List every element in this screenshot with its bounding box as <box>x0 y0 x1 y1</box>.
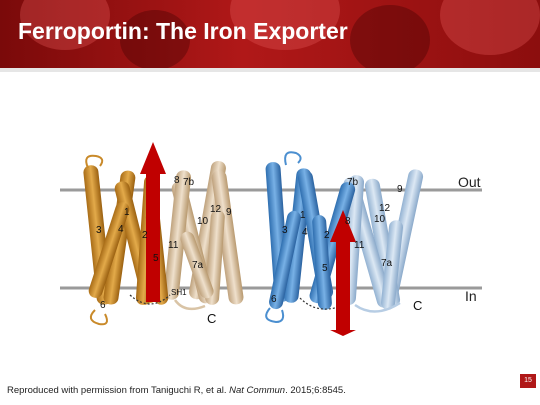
ferroportin-structure-diagram: 1 2 3 4 5 6 7b 8 9 10 11 12 7a SH1 C <box>60 142 482 336</box>
title-banner: Ferroportin: The Iron Exporter <box>0 0 540 68</box>
inward-arrow-down <box>330 210 356 336</box>
right-helix-label: 5 <box>322 263 328 274</box>
right-helix-label: 1 <box>300 210 306 221</box>
outward-arrow-up <box>140 142 166 302</box>
left-helix-label: 1 <box>124 207 130 218</box>
right-c-terminus-label: C <box>413 298 422 313</box>
left-helix-label: 6 <box>100 300 106 311</box>
right-helix-label: 6 <box>271 294 277 305</box>
left-helix-label: 2 <box>142 230 148 241</box>
left-helix-label: 4 <box>118 224 124 235</box>
slide-title: Ferroportin: The Iron Exporter <box>18 18 348 44</box>
left-helix-label: 12 <box>210 204 222 215</box>
left-helix-label: 7b <box>183 177 195 188</box>
right-helix-label: 12 <box>379 203 391 214</box>
left-helix-label: 9 <box>226 207 232 218</box>
right-helix-label: 9 <box>397 184 403 195</box>
right-helix-label: 2 <box>324 230 330 241</box>
left-c-terminus-label: C <box>207 311 216 326</box>
left-structure: 1 2 3 4 5 6 7b 8 9 10 11 12 7a SH1 C <box>83 142 244 326</box>
right-structure: 1 2 3 4 5 6 7b 8 9 10 11 12 7a C <box>265 151 424 336</box>
right-helix-label: 4 <box>302 227 308 238</box>
left-helix-label: 8 <box>174 175 180 186</box>
left-helix-label: 11 <box>168 240 179 251</box>
right-helix-label: 11 <box>354 240 365 251</box>
left-helix-label: 3 <box>96 225 102 236</box>
right-helix-label: 3 <box>282 225 288 236</box>
left-helix-label: 7a <box>192 260 204 271</box>
image-credit: Reproduced with permission from Taniguch… <box>7 385 346 396</box>
membrane-in-label: In <box>465 288 477 304</box>
right-helix-label: 7a <box>381 258 393 269</box>
right-helix-label: 7b <box>347 177 359 188</box>
left-helix-label: 10 <box>197 216 209 227</box>
membrane-out-label: Out <box>458 174 481 190</box>
right-helix-label: 8 <box>345 216 351 227</box>
left-helix-label: 5 <box>153 253 159 264</box>
right-helix-label: 10 <box>374 214 386 225</box>
header-divider <box>0 68 540 72</box>
page-number-badge: 15 <box>520 374 536 388</box>
sh1-label: SH1 <box>171 288 187 297</box>
